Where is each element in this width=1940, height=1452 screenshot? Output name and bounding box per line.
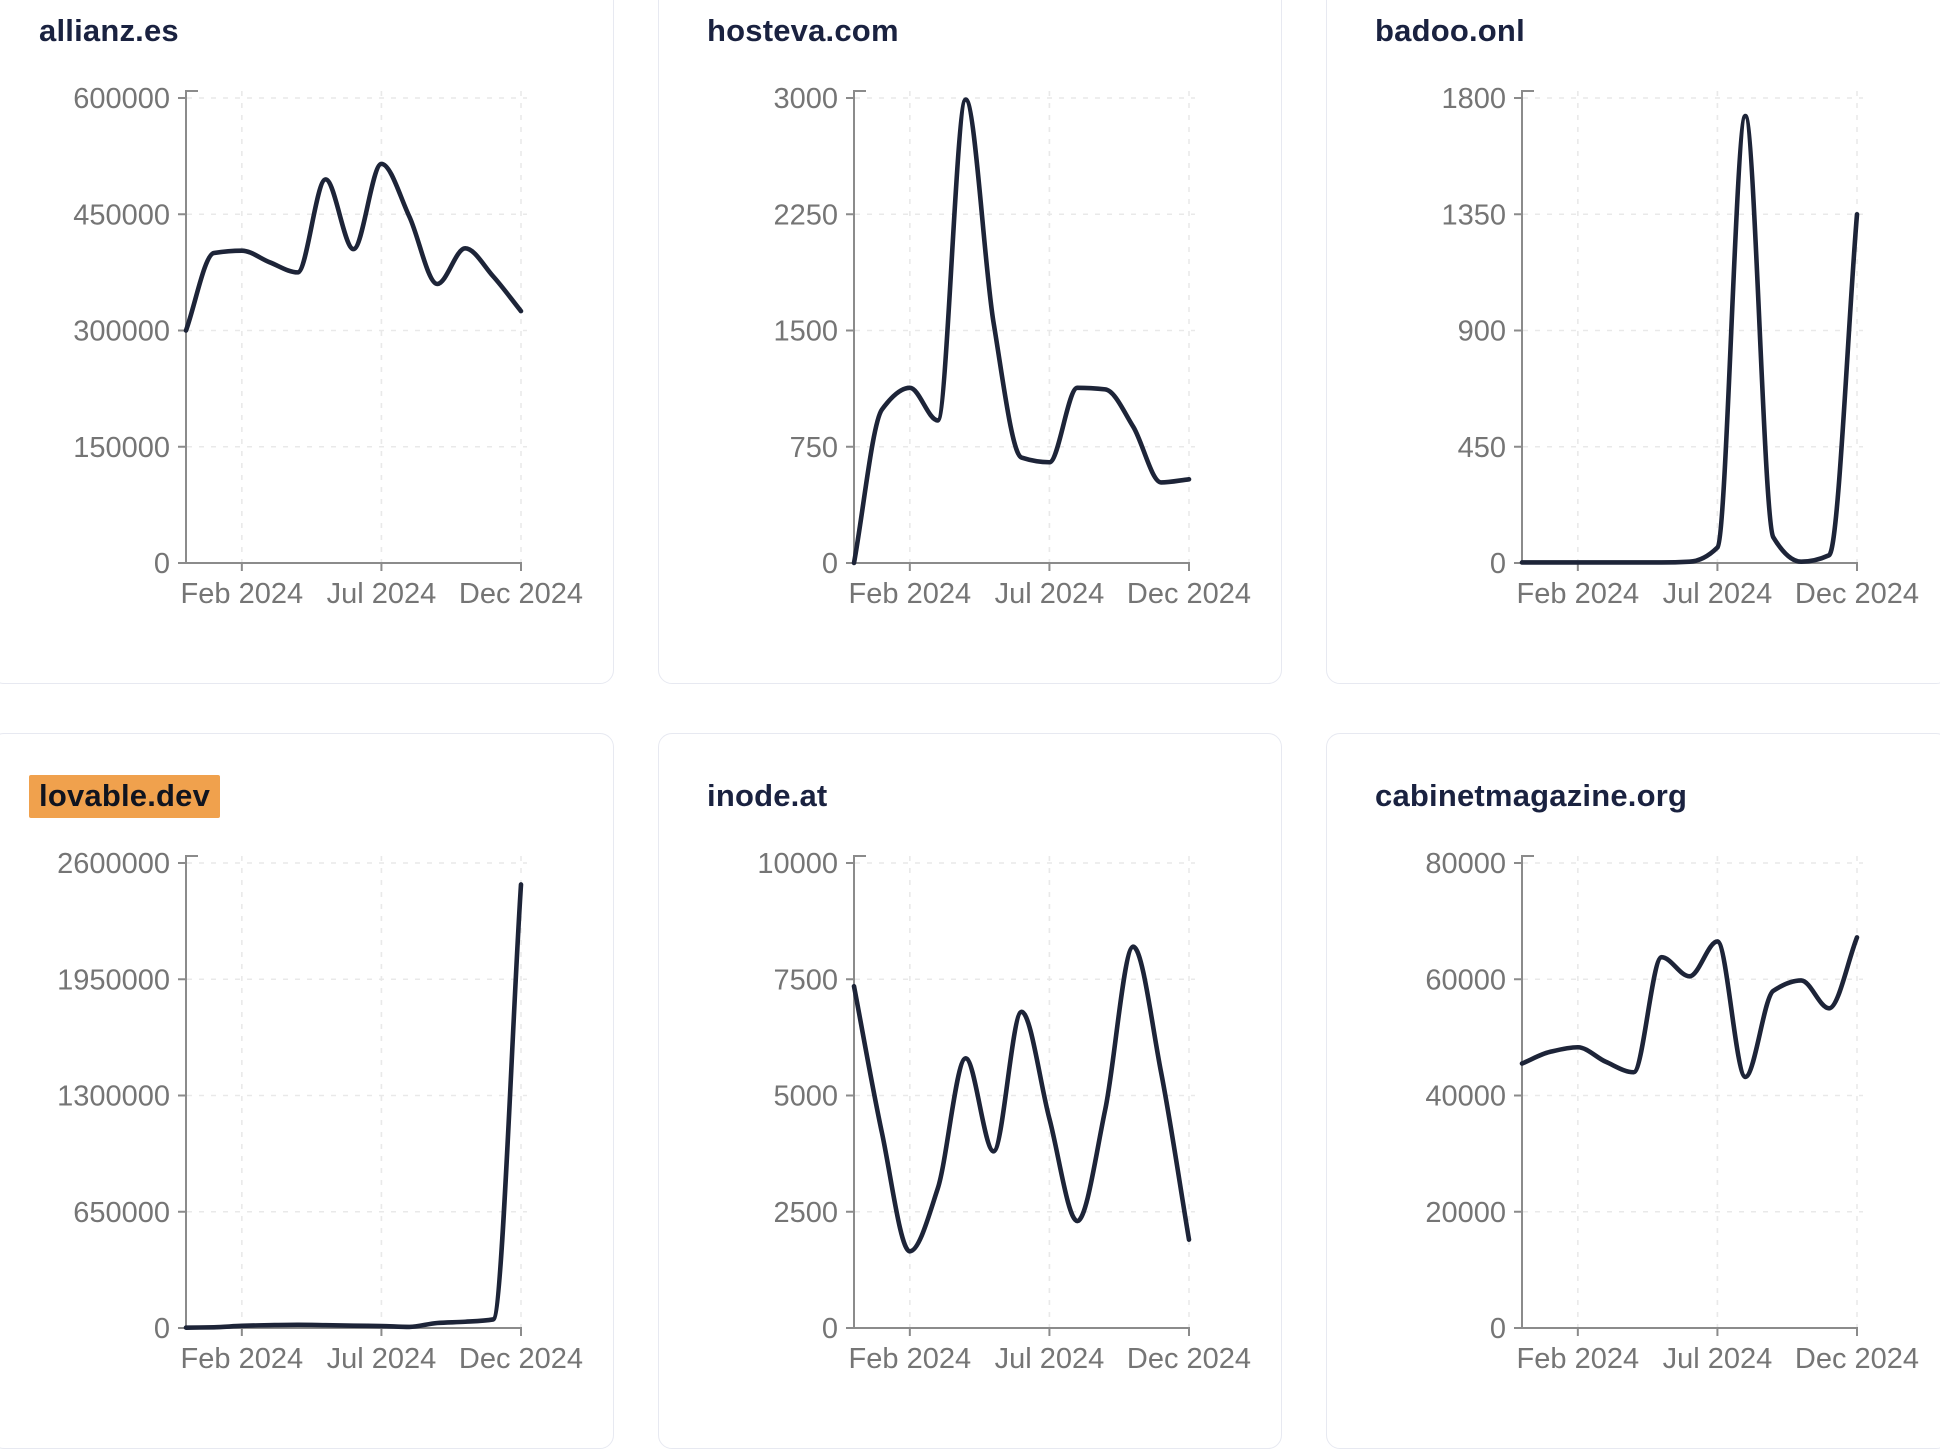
y-tick-label: 5000: [773, 1081, 838, 1113]
x-tick-label: Jul 2024: [995, 578, 1105, 610]
series-line: [851, 944, 1192, 1254]
series-line: [1519, 935, 1860, 1080]
chart-title: cabinetmagazine.org: [1375, 778, 1687, 814]
chart-svg: 0 650000 1300000 1950000 2600000 Feb 2024 Jul …: [57, 848, 583, 1375]
x-tick-label: Feb 2024: [1517, 1343, 1640, 1375]
y-tick-label: 450000: [73, 199, 170, 231]
x-axis: [846, 1327, 1190, 1336]
chart-card[interactable]: inode.at 0 2500 5000 7500 10000 Feb 2024 Jul 2…: [658, 733, 1282, 1449]
y-axis: [1521, 855, 1534, 1328]
y-tick-label: 0: [1490, 1313, 1506, 1345]
y-tick-label: 2600000: [57, 848, 170, 880]
chart-title-text: badoo.onl: [1375, 13, 1525, 48]
y-tick-label: 0: [822, 548, 838, 580]
chart-title-text: allianz.es: [39, 13, 179, 48]
y-tick-label: 1950000: [57, 964, 170, 996]
x-tick-label: Jul 2024: [1663, 1343, 1773, 1375]
x-tick-label: Feb 2024: [849, 578, 972, 610]
y-tick-label: 40000: [1425, 1081, 1506, 1113]
y-tick-label: 3000: [773, 83, 838, 115]
x-axis: [846, 562, 1190, 571]
y-tick-label: 1350: [1441, 199, 1506, 231]
y-tick-label: 0: [1490, 548, 1506, 580]
y-tick-label: 60000: [1425, 964, 1506, 996]
x-tick-label: Jul 2024: [327, 1343, 437, 1375]
chart-svg: 0 150000 300000 450000 600000 Feb 2024 Jul 202…: [73, 83, 583, 610]
x-tick-label: Feb 2024: [1517, 578, 1640, 610]
y-tick-label: 10000: [757, 848, 838, 880]
y-tick-label: 80000: [1425, 848, 1506, 880]
y-axis: [1521, 90, 1534, 563]
x-tick-label: Dec 2024: [1795, 578, 1919, 610]
y-tick-label: 0: [154, 1313, 170, 1345]
y-tick-label: 1300000: [57, 1081, 170, 1113]
y-tick-label: 900: [1458, 316, 1506, 348]
chart-title-text: cabinetmagazine.org: [1375, 778, 1688, 813]
chart-card[interactable]: hosteva.com 0 750 1500 2250 3000 Feb 2024 Jul …: [658, 0, 1282, 684]
y-tick-label: 20000: [1425, 1197, 1506, 1229]
x-tick-label: Jul 2024: [995, 1343, 1105, 1375]
y-tick-label: 2500: [773, 1197, 838, 1229]
chart-svg: 0 20000 40000 60000 80000 Feb 2024 Jul 2024 Dec…: [1425, 848, 1919, 1375]
x-axis: [178, 1327, 522, 1336]
x-tick-label: Jul 2024: [1663, 578, 1773, 610]
x-tick-label: Feb 2024: [849, 1343, 972, 1375]
y-tick-label: 650000: [73, 1197, 170, 1229]
y-axis: [853, 855, 866, 1328]
chart-svg: 0 450 900 1350 1800 Feb 2024 Jul 2024 Dec 2024: [1441, 83, 1919, 610]
x-tick-label: Dec 2024: [459, 578, 583, 610]
y-tick-label: 150000: [73, 432, 170, 464]
chart-svg: 0 2500 5000 7500 10000 Feb 2024 Jul 2024 Dec 20…: [757, 848, 1251, 1375]
y-axis: [185, 855, 198, 1328]
y-tick-label: 2250: [773, 199, 838, 231]
y-tick-label: 1500: [773, 316, 838, 348]
y-tick-label: 1800: [1441, 83, 1506, 115]
x-tick-label: Feb 2024: [181, 578, 304, 610]
x-tick-label: Jul 2024: [327, 578, 437, 610]
x-tick-label: Dec 2024: [1127, 1343, 1251, 1375]
series-line: [183, 161, 524, 333]
x-tick-label: Feb 2024: [181, 1343, 304, 1375]
y-tick-label: 0: [154, 548, 170, 580]
y-axis: [185, 90, 198, 563]
chart-title: inode.at: [707, 778, 827, 814]
chart-title-text: hosteva.com: [707, 13, 899, 48]
chart-title-text: inode.at: [707, 778, 828, 813]
y-tick-label: 450: [1458, 432, 1506, 464]
chart-svg: 0 750 1500 2250 3000 Feb 2024 Jul 2024 Dec 2024: [773, 83, 1251, 610]
series-line: [851, 97, 1192, 566]
chart-title: hosteva.com: [707, 13, 899, 49]
y-tick-label: 300000: [73, 316, 170, 348]
chart-title-highlighted: lovable.dev: [29, 775, 221, 818]
chart-title: badoo.onl: [1375, 13, 1525, 49]
x-tick-label: Dec 2024: [1127, 578, 1251, 610]
chart-title: allianz.es: [39, 13, 179, 49]
chart-card[interactable]: cabinetmagazine.org 0 20000 40000 60000 8000…: [1326, 733, 1940, 1449]
chart-card[interactable]: lovable.dev 0 650000 1300000 1950000 2600000…: [0, 733, 614, 1449]
y-tick-label: 600000: [73, 83, 170, 115]
y-tick-label: 0: [822, 1313, 838, 1345]
x-axis: [178, 562, 522, 571]
series-line: [183, 882, 524, 1330]
chart-card[interactable]: allianz.es 0 150000 300000 450000 600000 Feb …: [0, 0, 614, 684]
x-tick-label: Dec 2024: [459, 1343, 583, 1375]
y-tick-label: 750: [790, 432, 838, 464]
y-axis: [853, 90, 866, 563]
series-line: [1519, 113, 1860, 565]
chart-title-text: lovable.dev: [29, 775, 221, 818]
y-tick-label: 7500: [773, 964, 838, 996]
x-axis: [1514, 1327, 1858, 1336]
x-tick-label: Dec 2024: [1795, 1343, 1919, 1375]
chart-card[interactable]: badoo.onl 0 450 900 1350 1800 Feb 2024 Jul 202…: [1326, 0, 1940, 684]
